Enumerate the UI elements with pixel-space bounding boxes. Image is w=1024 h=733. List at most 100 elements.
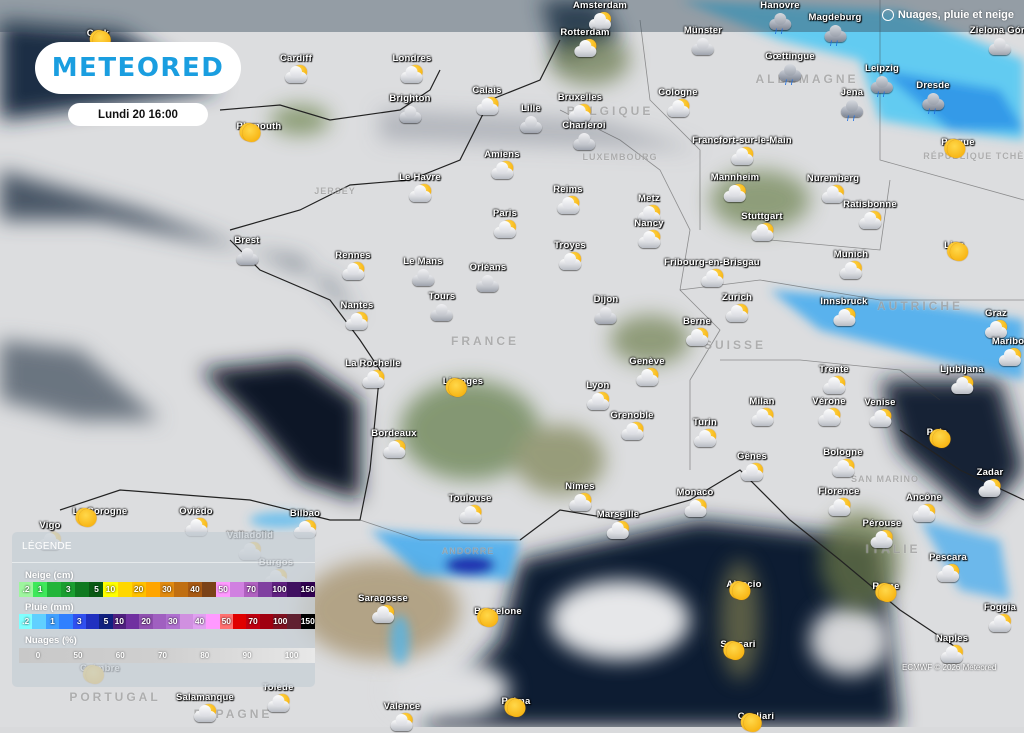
city-marker[interactable]: Valence: [384, 701, 421, 733]
city-marker[interactable]: Francfort-sur-le-Main: [692, 135, 792, 167]
city-marker[interactable]: Lille: [519, 103, 543, 135]
city-marker[interactable]: Münster: [684, 25, 722, 57]
city-marker[interactable]: Maribor: [992, 336, 1024, 368]
city-marker[interactable]: Amsterdam: [573, 0, 627, 32]
forecast-datetime[interactable]: Lundi 20 16:00: [68, 103, 208, 126]
city-marker[interactable]: Fribourg-en-Brisgau: [664, 257, 760, 289]
city-marker[interactable]: Limoges: [443, 376, 483, 397]
city-marker[interactable]: Leipzig / /: [864, 63, 900, 99]
city-marker[interactable]: Nantes: [341, 300, 374, 332]
city-marker[interactable]: Metz: [637, 193, 661, 225]
city-marker[interactable]: Palma: [502, 696, 531, 717]
city-marker[interactable]: Salamanque: [176, 692, 234, 724]
city-marker[interactable]: Gœttingue / /: [765, 51, 815, 87]
city-marker[interactable]: Toulouse: [448, 493, 491, 525]
city-marker[interactable]: Paris: [493, 208, 517, 240]
city-marker[interactable]: Londres: [393, 53, 432, 85]
city-marker[interactable]: Bordeaux: [371, 428, 417, 460]
city-marker[interactable]: Venise: [864, 397, 895, 429]
city-marker[interactable]: Cardiff: [280, 53, 312, 85]
city-marker[interactable]: Stuttgart: [741, 211, 782, 243]
city-marker[interactable]: Reims: [553, 184, 583, 216]
city-marker[interactable]: Munich: [834, 249, 868, 281]
city-marker[interactable]: Genève: [629, 356, 665, 388]
city-marker[interactable]: Ancône: [906, 492, 942, 524]
city-marker[interactable]: Calais: [472, 85, 501, 117]
city-marker[interactable]: Milan: [749, 396, 774, 428]
city-marker[interactable]: Le Havre: [399, 172, 441, 204]
snow-scale-cell: [145, 582, 160, 597]
city-marker[interactable]: Pérouse: [863, 518, 902, 550]
layer-title[interactable]: Nuages, pluie et neige: [881, 9, 1014, 21]
city-marker[interactable]: Brest: [234, 235, 259, 267]
city-marker[interactable]: Nîmes: [565, 481, 595, 513]
city-marker[interactable]: Amiens: [484, 149, 520, 181]
city-marker[interactable]: Jena / /: [840, 87, 864, 123]
city-marker[interactable]: Nuremberg: [807, 173, 859, 205]
city-marker[interactable]: Gênes: [737, 451, 767, 483]
city-marker[interactable]: Graz: [984, 308, 1008, 340]
city-marker[interactable]: Trente: [819, 364, 849, 396]
city-marker[interactable]: Dresde / /: [916, 80, 949, 116]
city-marker[interactable]: Innsbruck: [820, 296, 867, 328]
city-marker[interactable]: Cagliari: [738, 711, 774, 732]
city-marker[interactable]: Ajaccio: [726, 579, 761, 600]
city-marker[interactable]: Charleroi: [562, 120, 606, 152]
city-marker[interactable]: Barcelone: [474, 606, 522, 627]
city-marker[interactable]: Cork: [87, 28, 111, 49]
city-marker[interactable]: Rotterdam: [560, 27, 609, 59]
city-marker[interactable]: Monaco: [676, 487, 713, 519]
raindrops-icon: / /: [774, 29, 784, 36]
rain-icon: / /: [778, 63, 802, 87]
city-marker[interactable]: Marseille: [597, 509, 639, 541]
city-marker[interactable]: Grenoble: [610, 410, 653, 442]
snow-scale-cell: [173, 582, 188, 597]
city-marker[interactable]: Saragosse: [358, 593, 408, 625]
city-marker[interactable]: Ratisbonne: [843, 199, 897, 231]
sun-shape: [448, 379, 467, 397]
city-marker[interactable]: Ljubljana: [940, 364, 984, 396]
sun-icon: [729, 581, 751, 600]
city-marker[interactable]: Oviédo: [179, 506, 213, 538]
city-marker[interactable]: Zadar: [977, 467, 1004, 499]
city-marker[interactable]: Foggia: [984, 602, 1016, 634]
city-marker[interactable]: Zurich: [722, 292, 752, 324]
meteored-logo[interactable]: METEORED: [35, 42, 241, 94]
city-marker[interactable]: Mannheim: [711, 172, 760, 204]
city-marker[interactable]: Magdeburg / /: [809, 12, 862, 48]
city-marker[interactable]: Rennes: [335, 250, 371, 282]
city-marker[interactable]: Tours: [429, 291, 456, 323]
snow-scale-cell: [202, 582, 217, 597]
city-marker[interactable]: Bologne: [823, 447, 863, 479]
city-marker[interactable]: Troyes: [554, 240, 586, 272]
city-marker[interactable]: Pescara: [929, 552, 967, 584]
city-marker[interactable]: Cologne: [658, 87, 698, 119]
city-marker[interactable]: Le Mans: [403, 256, 443, 288]
city-name: Brighton: [389, 93, 431, 104]
city-marker[interactable]: La Corogne: [73, 506, 128, 527]
city-marker[interactable]: Pula: [927, 427, 951, 448]
city-marker[interactable]: Bruxelles: [558, 92, 603, 124]
city-marker[interactable]: Prague: [941, 137, 975, 158]
city-marker[interactable]: Florence: [818, 486, 859, 518]
city-name: Leipzig: [864, 63, 900, 74]
city-marker[interactable]: Orléans: [470, 262, 507, 294]
city-marker[interactable]: Plymouth: [237, 121, 282, 142]
city-marker[interactable]: Turin: [693, 417, 717, 449]
city-marker[interactable]: Naples: [936, 633, 968, 665]
city-marker[interactable]: La Rochelle: [345, 358, 401, 390]
city-marker[interactable]: Nancy: [634, 218, 664, 250]
city-marker[interactable]: Brighton: [389, 93, 430, 125]
city-marker[interactable]: Zielona Góra: [970, 25, 1024, 57]
city-marker[interactable]: Hanovre / /: [760, 0, 799, 36]
cloud-areas: [390, 580, 890, 720]
city-marker[interactable]: Linz: [944, 240, 969, 261]
city-marker[interactable]: Berne: [683, 316, 711, 348]
city-marker[interactable]: Lyon: [586, 380, 610, 412]
city-marker[interactable]: Vérone: [812, 396, 846, 428]
partly-cloudy-icon: [475, 97, 499, 117]
city-marker[interactable]: Dijon: [594, 294, 619, 326]
city-marker[interactable]: Sassari: [720, 639, 755, 660]
city-marker[interactable]: Rome: [872, 581, 899, 602]
city-marker[interactable]: Tolède: [262, 682, 293, 714]
